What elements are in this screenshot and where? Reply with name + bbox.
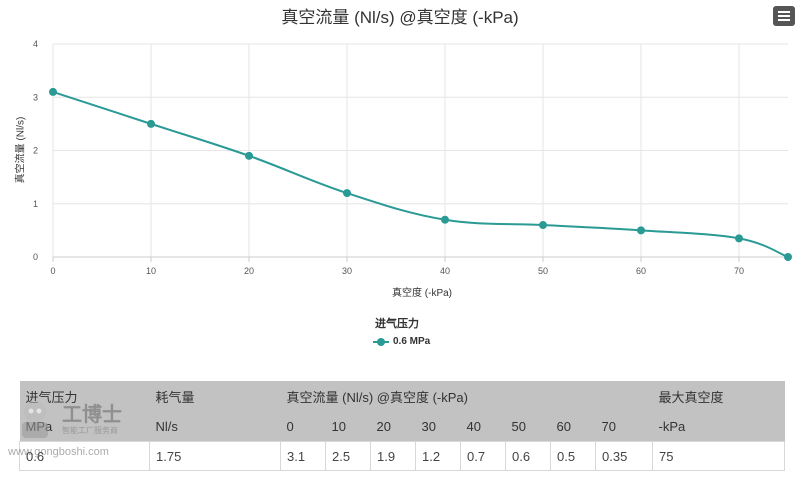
y-tick-label: 4 [33,39,38,49]
table-cell: 0.6 [505,441,551,471]
chart-series [49,87,792,261]
x-axis-title: 真空度 (-kPa) [392,288,452,299]
table-cell: 0.5 [550,441,596,471]
table-unit-row: MPa Nl/s 0 10 20 30 40 50 60 70 -kPa [19,411,785,442]
y-tick-label: 0 [33,252,38,262]
x-tick-label: 60 [636,266,646,276]
data-point[interactable] [343,189,351,198]
table-cell: 0.6 [19,441,150,471]
table-cell: 0.35 [595,441,653,471]
spec-table: 进气压力 耗气量 真空流量 (Nl/s) @真空度 (-kPa) 最大真空度 M… [19,381,785,471]
data-point[interactable] [637,226,645,235]
series-line [52,90,789,258]
table-cell: 1.2 [415,441,461,471]
legend-marker-icon [377,338,385,346]
unit-cell: 0 [280,411,326,442]
data-point[interactable] [784,253,792,261]
unit-cell: 40 [460,411,506,442]
legend-series-label: 0.6 MPa [393,336,431,347]
data-point[interactable] [147,119,155,128]
x-tick-label: 50 [538,266,548,276]
hamburger-menu-icon-line [778,15,790,17]
chart-grid [52,43,788,258]
unit-cell: 50 [505,411,551,442]
table-header-row: 进气压力 耗气量 真空流量 (Nl/s) @真空度 (-kPa) 最大真空度 [19,381,785,411]
table-cell: 1.9 [370,441,416,471]
table-cell: 3.1 [280,441,326,471]
y-tick-label: 2 [33,146,38,156]
chart-title: 真空流量 (Nl/s) @真空度 (-kPa) [281,8,519,27]
hamburger-menu-icon [778,11,790,13]
data-point[interactable] [49,87,57,96]
x-tick-label: 40 [440,266,450,276]
table-cell: 0.7 [460,441,506,471]
hamburger-menu-icon-line [778,19,790,21]
data-point[interactable] [441,215,449,224]
legend-title: 进气压力 [375,318,419,330]
unit-cell: -kPa [652,411,785,442]
y-tick-label: 3 [33,92,38,102]
table-cell: 2.5 [325,441,371,471]
unit-cell: 10 [325,411,371,442]
x-tick-label: 20 [244,266,254,276]
table-row: 0.6 1.75 3.1 2.5 1.9 1.2 0.7 0.6 0.5 0.3… [19,441,785,471]
data-point[interactable] [539,221,547,230]
x-tick-label: 30 [342,266,352,276]
chart-menu-button[interactable] [773,6,795,26]
unit-cell: 60 [550,411,596,442]
y-axis-title: 真空流量 (Nl/s) [15,116,27,184]
x-tick-label: 0 [50,266,55,276]
unit-cell: Nl/s [149,411,281,442]
header-inlet-pressure: 进气压力 [19,381,150,411]
header-vacuum-flow: 真空流量 (Nl/s) @真空度 (-kPa) [280,381,653,411]
unit-cell: 30 [415,411,461,442]
table-cell: 1.75 [149,441,281,471]
unit-cell: 20 [370,411,416,442]
y-tick-label: 1 [33,199,38,209]
unit-cell: MPa [19,411,150,442]
header-max-vacuum: 最大真空度 [652,381,785,411]
header-air-consumption: 耗气量 [149,381,281,411]
table-cell: 75 [652,441,785,471]
x-tick-label: 70 [734,266,744,276]
data-point[interactable] [735,234,743,243]
x-tick-label: 10 [146,266,156,276]
data-point[interactable] [245,151,253,160]
unit-cell: 70 [595,411,653,442]
